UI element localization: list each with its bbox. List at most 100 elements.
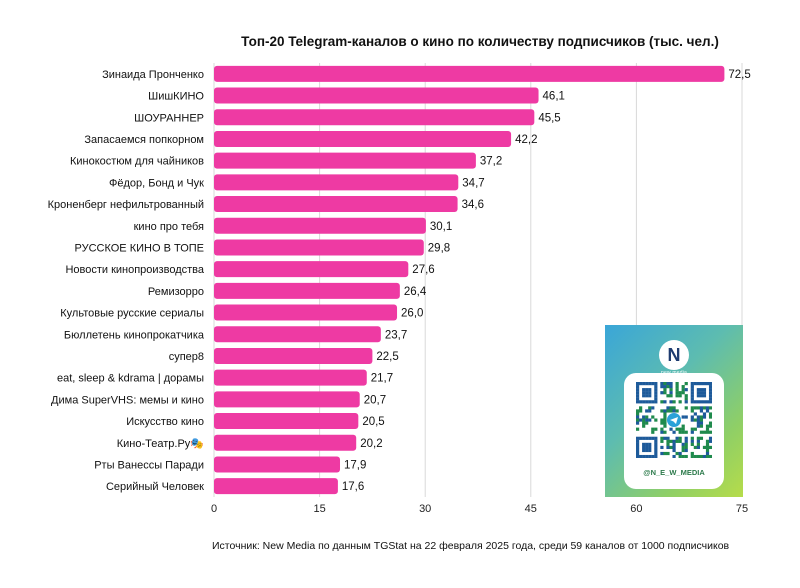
qr-module [699,388,704,392]
qr-module [639,409,643,413]
qr-module [690,418,694,422]
value-label-10: 26,4 [404,286,427,298]
bar-14 [214,369,367,386]
qr-module [648,418,652,422]
qr-module [645,409,649,413]
qr-module [642,415,646,419]
qr-module [654,397,658,401]
qr-module [654,388,658,392]
qr-module [645,448,649,453]
qr-module [645,442,649,446]
qr-module [684,454,688,458]
qr-module [660,421,664,425]
qr-module [663,436,667,440]
qr-module [648,394,652,398]
qr-module [696,388,700,392]
bar-10 [214,282,400,299]
qr-module [636,427,640,431]
qr-module [696,406,700,410]
qr-module [648,400,652,404]
chart-title: Топ-20 Telegram-каналов о кино по количе… [241,34,719,49]
category-label-18: Рты Ванессы Паради [94,459,204,471]
qr-module [705,454,710,458]
qr-module [654,445,658,450]
qr-module [699,430,704,434]
qr-module [675,391,679,395]
category-label-14: eat, sleep & kdrama | дорамы [57,373,204,385]
qr-module [696,424,700,428]
qr-module [642,400,646,404]
qr-module [645,418,649,422]
qr-module [681,448,685,453]
qr-module [636,412,640,416]
qr-module [672,442,676,446]
qr-module [666,442,670,446]
qr-module [699,415,704,419]
qr-module [696,391,700,395]
qr-module [648,445,652,450]
qr-module [708,412,712,416]
qr-module [675,385,679,389]
qr-module [654,439,658,443]
channel-handle[interactable]: @N_E_W_MEDIA [643,468,705,477]
x-tick-label-0: 0 [211,503,217,515]
qr-module [696,445,700,450]
bar-16 [214,413,359,430]
qr-module [696,418,700,422]
qr-card[interactable]: N new media @N_E_W_MEDIA [605,325,743,497]
qr-module [636,409,640,413]
qr-module [651,415,655,419]
x-tick-label-3: 45 [525,503,537,515]
bar-9 [214,261,409,278]
qr-module [708,394,712,398]
qr-module [660,445,664,450]
qr-module [636,400,640,404]
qr-module [636,448,640,453]
qr-module [660,418,664,422]
qr-code[interactable] [636,382,712,458]
qr-module [642,445,646,450]
qr-module [702,415,707,419]
qr-module [636,418,640,422]
qr-module [660,436,664,440]
value-label-17: 20,2 [360,438,382,450]
qr-module [684,415,688,419]
bar-12 [214,326,381,343]
qr-module [648,436,652,440]
qr-module [636,445,640,450]
qr-module [708,439,712,443]
qr-module [660,451,664,456]
qr-module [690,397,694,401]
qr-module [708,388,712,392]
qr-module [681,391,685,395]
qr-module [660,400,664,404]
qr-module [660,382,664,386]
qr-module [690,382,694,386]
qr-module [690,451,694,456]
category-label-0: Зинаида Пронченко [102,69,204,81]
qr-module [693,418,697,422]
qr-module [645,421,649,425]
qr-module [663,412,667,416]
qr-module [708,382,712,386]
qr-module [660,409,664,413]
qr-module [663,400,667,404]
qr-module [669,388,673,392]
qr-module [636,382,640,386]
qr-module [702,406,707,410]
qr-module [636,388,640,392]
qr-module [648,382,652,386]
category-label-6: Кроненберг нефильтрованный [48,199,204,211]
qr-module [699,436,704,440]
qr-module [636,385,640,389]
qr-module [654,442,658,446]
qr-module [672,400,676,404]
qr-module [696,382,700,386]
qr-module [660,427,664,431]
telegram-plane-icon [670,417,678,424]
qr-module [684,436,688,440]
qr-module [696,439,700,443]
qr-module [708,415,712,419]
qr-module [663,388,667,392]
category-label-19: Серийный Человек [106,481,204,493]
